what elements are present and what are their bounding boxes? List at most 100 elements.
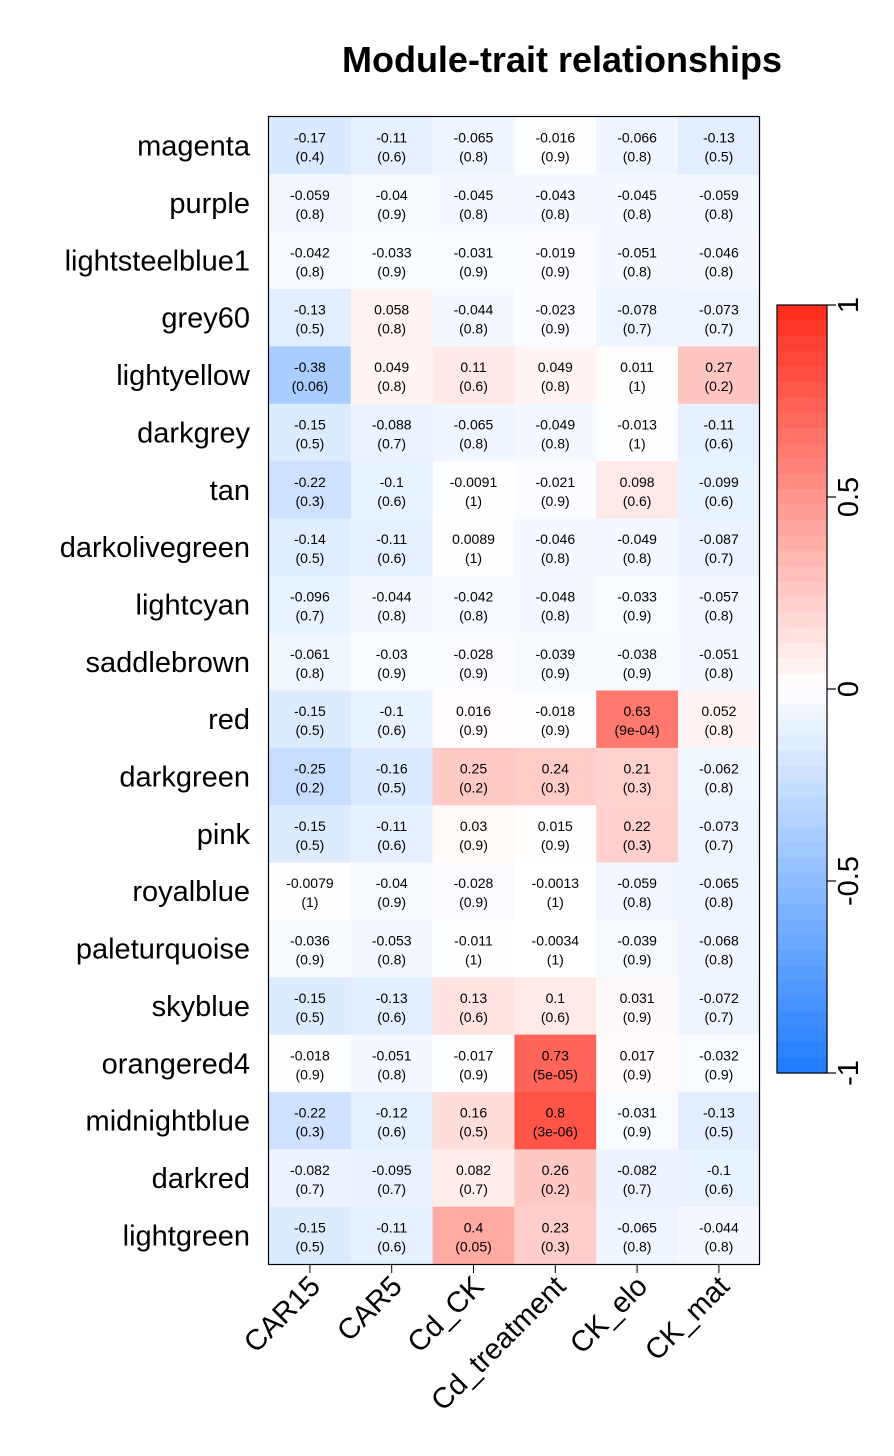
cell-value-label: -0.048	[535, 588, 575, 604]
cell-lightcyan-CAR15	[269, 575, 352, 634]
cell-pvalue-label: (1)	[465, 952, 482, 968]
cell-value-label: -0.04	[376, 875, 408, 891]
cell-value-label: -0.12	[376, 1105, 408, 1121]
legend-swatch	[777, 412, 827, 429]
row-label-lightgreen: lightgreen	[123, 1220, 250, 1252]
cell-pvalue-label: (1)	[465, 550, 482, 566]
cell-pvalue-label: (0.3)	[296, 1124, 325, 1140]
cell-royalblue-CK_elo	[596, 862, 679, 921]
cell-pvalue-label: (1)	[629, 435, 646, 451]
cell-value-label: -0.11	[376, 818, 407, 834]
cell-value-label: -0.045	[454, 187, 494, 203]
cell-paleturquoise-CAR15	[269, 919, 352, 978]
cell-red-CK_elo	[596, 690, 679, 749]
cell-value-label: -0.049	[535, 416, 575, 432]
cell-value-label: -0.046	[699, 244, 739, 260]
cell-magenta-CK_mat	[678, 117, 761, 175]
cell-value-label: -0.062	[699, 761, 739, 777]
cell-pvalue-label: (0.6)	[541, 1009, 570, 1025]
cell-pvalue-label: (0.5)	[705, 1124, 734, 1140]
cell-pvalue-label: (0.8)	[459, 149, 488, 165]
cell-pvalue-label: (0.5)	[296, 837, 325, 853]
legend-tick-label: 0	[833, 681, 865, 697]
cell-lightyellow-CAR5	[350, 346, 434, 405]
cell-pvalue-label: (0.6)	[705, 493, 734, 509]
legend-swatch	[777, 1042, 827, 1059]
cell-value-label: -0.011	[454, 933, 493, 949]
legend-tick-label: -1	[833, 1060, 865, 1086]
cell-pvalue-label: (0.8)	[623, 263, 652, 279]
cell-pvalue-label: (0.7)	[296, 607, 325, 623]
row-label-skyblue: skyblue	[152, 991, 250, 1023]
cell-paleturquoise-CK_mat	[678, 919, 761, 978]
cell-pvalue-label: (9e-04)	[615, 722, 660, 738]
cell-value-label: -0.13	[703, 1105, 735, 1121]
cell-purple-Cd_CK	[432, 174, 515, 233]
cell-value-label: -0.028	[454, 875, 494, 891]
cell-pvalue-label: (1)	[547, 894, 564, 910]
cell-pink-CAR5	[350, 805, 434, 864]
cell-lightsteelblue1-Cd_treatment	[514, 231, 597, 290]
cell-value-label: -0.096	[290, 588, 330, 604]
cell-pvalue-label: (0.8)	[541, 607, 570, 623]
cell-pvalue-label: (0.5)	[296, 435, 325, 451]
cell-darkred-Cd_treatment	[514, 1149, 597, 1208]
cell-tan-Cd_treatment	[514, 461, 597, 519]
heatmap-border	[267, 115, 761, 1266]
cell-value-label: -0.036	[290, 933, 330, 949]
legend-swatch	[777, 888, 827, 905]
legend-swatch	[777, 950, 827, 967]
cell-darkolivegreen-CK_mat	[678, 518, 761, 577]
cell-pvalue-label: (0.3)	[296, 493, 325, 509]
cell-value-label: -0.16	[376, 761, 408, 777]
cell-value-label: 0.25	[460, 761, 487, 777]
cell-value-label: -0.11	[703, 416, 734, 432]
legend-swatch	[777, 873, 827, 890]
cell-pink-CK_elo	[596, 805, 679, 864]
cell-pvalue-label: (0.2)	[296, 780, 325, 796]
cell-value-label: -0.033	[372, 244, 412, 260]
cell-lightgreen-CK_mat	[678, 1206, 761, 1265]
cell-red-CAR5	[350, 690, 434, 749]
legend-swatch	[777, 811, 827, 828]
cell-pvalue-label: (0.9)	[623, 665, 652, 681]
cell-value-label: -0.17	[294, 130, 326, 146]
cell-midnightblue-Cd_treatment	[514, 1091, 597, 1150]
cell-pvalue-label: (0.9)	[377, 894, 406, 910]
cell-pvalue-label: (0.8)	[623, 550, 652, 566]
column-label-CAR5: CAR5	[331, 1270, 408, 1347]
cell-value-label: 0.011	[620, 359, 654, 375]
legend-swatch	[777, 351, 827, 368]
cell-pink-Cd_treatment	[514, 805, 597, 864]
legend-swatch	[777, 550, 827, 567]
cell-pvalue-label: (0.6)	[377, 1238, 406, 1254]
cell-pvalue-label: (0.7)	[705, 550, 734, 566]
cell-skyblue-CK_elo	[596, 977, 679, 1036]
cell-value-label: -0.099	[699, 474, 739, 490]
cell-value-label: -0.053	[372, 933, 412, 949]
legend-swatch	[777, 305, 827, 321]
cell-pvalue-label: (0.6)	[623, 493, 652, 509]
cell-pvalue-label: (0.8)	[623, 206, 652, 222]
cell-value-label: 0.058	[374, 302, 409, 318]
row-label-magenta: magenta	[137, 131, 251, 163]
cell-pvalue-label: (0.8)	[459, 206, 488, 222]
cell-orangered4-Cd_CK	[432, 1034, 515, 1093]
cell-skyblue-CK_mat	[678, 977, 761, 1036]
cell-lightyellow-Cd_treatment	[514, 346, 597, 405]
cell-pvalue-label: (0.8)	[377, 321, 406, 337]
cell-value-label: 0.082	[456, 1162, 491, 1178]
cell-pvalue-label: (0.9)	[541, 837, 570, 853]
legend-swatch	[777, 996, 827, 1013]
cell-value-label: -0.023	[535, 302, 575, 318]
cell-grey60-CK_mat	[678, 289, 761, 347]
cell-royalblue-Cd_treatment	[514, 862, 597, 921]
cell-darkgrey-Cd_CK	[432, 403, 515, 462]
cell-darkgrey-CK_mat	[678, 403, 761, 462]
cell-pvalue-label: (0.6)	[377, 722, 406, 738]
cell-value-label: 0.098	[620, 474, 655, 490]
cell-value-label: -0.078	[617, 302, 657, 318]
cell-value-label: -0.065	[617, 1219, 657, 1235]
legend-swatch	[777, 627, 827, 644]
